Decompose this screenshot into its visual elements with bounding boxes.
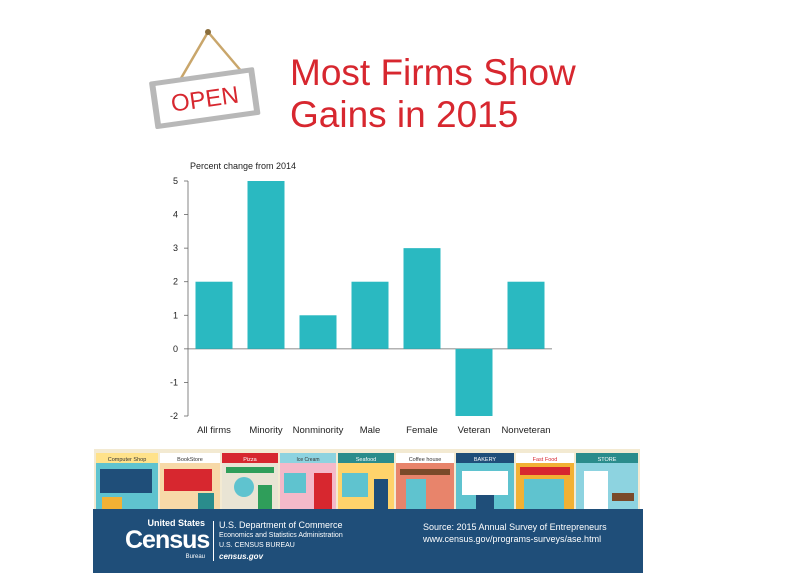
shop-sign-coffee-house: Coffee house (409, 457, 442, 463)
bar-male (351, 281, 389, 349)
shop-sign-store: STORE (598, 457, 617, 463)
bar-all-firms (195, 281, 233, 349)
x-category-label: Veteran (458, 425, 491, 436)
y-tick-label: 1 (173, 310, 178, 320)
logo-bottom-text: Bureau (185, 554, 205, 560)
logo-top-text: United States (147, 518, 205, 528)
footer-banner: United States Census Bureau U.S. Departm… (93, 509, 643, 573)
bar-female (403, 248, 441, 349)
y-tick-label: 2 (173, 277, 178, 287)
y-axis-label: Percent change from 2014 (190, 161, 296, 171)
y-tick-label: -2 (170, 411, 178, 421)
footer-divider (213, 521, 214, 561)
x-category-label: All firms (197, 425, 231, 436)
census-logo: United States Census Bureau (125, 518, 210, 564)
department-block: U.S. Department of Commerce Economics an… (219, 520, 343, 562)
title-line-1: Most Firms Show (290, 52, 576, 93)
x-category-label: Male (360, 425, 381, 436)
source-line: Source: 2015 Annual Survey of Entreprene… (423, 522, 607, 532)
bar-chart: Percent change from 2014 -2 -1 0 1 2 3 4 5 All … (170, 161, 552, 436)
y-tick-label: 3 (173, 243, 178, 253)
source-url: www.census.gov/programs-surveys/ase.html (423, 534, 602, 544)
logo-main-text: Census (125, 526, 210, 554)
bar-nonminority (299, 315, 337, 349)
dept-website: census.gov (219, 551, 264, 561)
page-title: Most Firms Show Gains in 2015 (290, 52, 576, 136)
shop-sign-bookstore: BookStore (177, 457, 203, 463)
shop-sign-ice-cream: Ice Cream (296, 457, 319, 463)
dept-line-1: U.S. Department of Commerce (219, 520, 343, 530)
x-category-label: Nonminority (293, 425, 344, 436)
bar-minority (247, 181, 285, 349)
bar-veteran (455, 348, 493, 416)
dept-line-2: Economics and Statistics Administration (219, 531, 343, 539)
bar-nonveteran (507, 281, 545, 349)
y-tick-label: 4 (173, 210, 178, 220)
shop-sign-seafood: Seafood (356, 457, 377, 463)
shop-sign-bakery: BAKERY (474, 457, 497, 463)
shop-sign-fast-food: Fast Food (533, 457, 558, 463)
x-category-label: Nonveteran (501, 425, 550, 436)
y-tick-label: 5 (173, 176, 178, 186)
x-category-label: Minority (249, 425, 283, 436)
dept-line-3: U.S. CENSUS BUREAU (219, 542, 295, 549)
open-sign-icon: OPEN (149, 29, 261, 130)
shop-street-illustration: Computer Shop BookStore Pizza Ice Cream … (94, 449, 640, 509)
x-category-label: Female (406, 425, 438, 436)
y-tick-label: -1 (170, 377, 178, 387)
shop-sign-computer: Computer Shop (108, 457, 147, 463)
shop-sign-pizza: Pizza (243, 457, 257, 463)
y-tick-label: 0 (173, 344, 178, 354)
title-line-2: Gains in 2015 (290, 94, 519, 135)
source-block: Source: 2015 Annual Survey of Entreprene… (423, 521, 607, 545)
